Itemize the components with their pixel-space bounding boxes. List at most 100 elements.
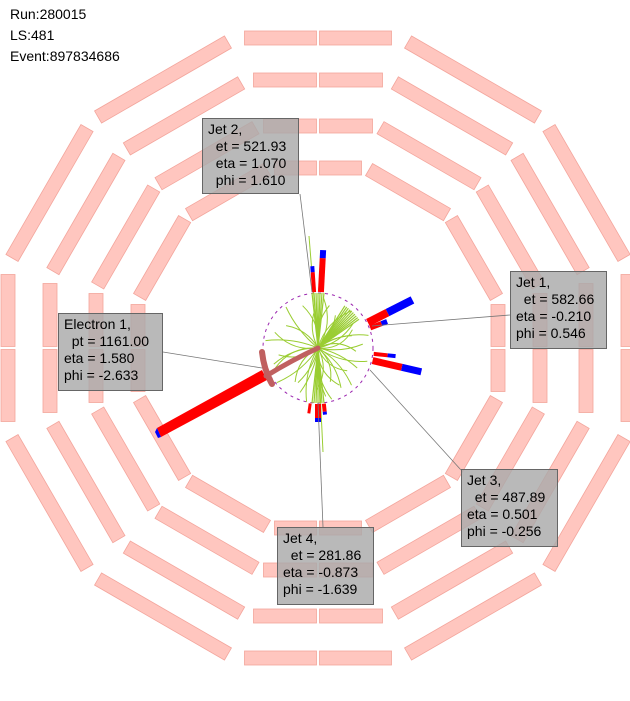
jet-3-tower bbox=[371, 357, 423, 376]
electron-1-phi: phi = -2.633 bbox=[64, 367, 139, 383]
hcal-tower bbox=[315, 418, 321, 422]
electron-deposit bbox=[157, 370, 267, 437]
track bbox=[317, 323, 354, 349]
electron-track bbox=[263, 345, 321, 379]
jet-3-tower-side bbox=[373, 351, 396, 359]
jet-4-phi: phi = -1.639 bbox=[283, 581, 358, 597]
electron-1-title: Electron 1, bbox=[64, 316, 131, 332]
jet-track bbox=[317, 305, 346, 349]
muon-chamber bbox=[444, 214, 504, 302]
muon-chamber bbox=[319, 160, 362, 176]
track bbox=[317, 343, 357, 352]
track bbox=[317, 347, 348, 372]
leader-line bbox=[317, 402, 324, 528]
track bbox=[317, 329, 353, 349]
muon-chamber bbox=[46, 420, 126, 544]
track bbox=[317, 347, 368, 362]
muon-chamber bbox=[620, 274, 630, 347]
hcal-tower bbox=[401, 363, 423, 376]
leader-line bbox=[299, 193, 313, 293]
muon-chamber bbox=[122, 540, 246, 620]
jet-1-title: Jet 1, bbox=[516, 274, 551, 290]
muon-chamber bbox=[364, 162, 452, 222]
muon-chamber bbox=[532, 349, 548, 403]
ecal-tower bbox=[371, 357, 403, 371]
muon-chamber bbox=[244, 30, 317, 46]
electron-1-label: Electron 1, pt = 1161.00 eta = 1.580 phi… bbox=[58, 313, 163, 391]
jet-4-tower-side bbox=[321, 403, 327, 415]
jet-1-eta: eta = -0.210 bbox=[516, 308, 592, 324]
jet-1-tower bbox=[366, 296, 415, 327]
track bbox=[305, 347, 319, 402]
run-number: Run:280015 bbox=[10, 6, 87, 22]
muon-chamber bbox=[319, 650, 392, 666]
ecal-tower bbox=[317, 257, 326, 293]
muon-chamber bbox=[94, 572, 232, 661]
jet-4-tower-edge bbox=[307, 403, 312, 414]
muon-chamber bbox=[319, 118, 373, 134]
ecal-tower bbox=[321, 403, 327, 412]
jet-track bbox=[317, 292, 325, 349]
electron-cluster bbox=[259, 349, 275, 387]
jet-2-et: et = 521.93 bbox=[208, 138, 287, 154]
electron-1-pt: pt = 1161.00 bbox=[64, 333, 149, 349]
muon-chamber bbox=[132, 214, 192, 302]
muon-chamber bbox=[319, 72, 383, 88]
muon-chamber bbox=[542, 124, 630, 262]
muon-chamber bbox=[122, 76, 246, 156]
jet-3-eta: eta = 0.501 bbox=[467, 506, 538, 522]
event-info: Run:280015 LS:481 Event:897834686 bbox=[10, 4, 120, 67]
hcal-tower bbox=[380, 319, 388, 326]
muon-chamber bbox=[42, 349, 58, 413]
muon-chamber bbox=[390, 540, 514, 620]
muon-chamber bbox=[490, 304, 506, 347]
muon-chamber bbox=[404, 35, 542, 124]
jet-1-label: Jet 1, et = 582.66 eta = -0.210 phi = 0.… bbox=[510, 271, 607, 349]
jet-2-tower-side bbox=[310, 266, 317, 293]
jet-2-title: Jet 2, bbox=[208, 121, 243, 137]
muon-chamber bbox=[490, 349, 506, 392]
jet-2-eta: eta = 1.070 bbox=[208, 155, 287, 171]
muon-chamber bbox=[404, 572, 542, 661]
jet-4-label: Jet 4, et = 281.86 eta = -0.873 phi = -1… bbox=[277, 527, 374, 605]
jet-4-et: et = 281.86 bbox=[283, 547, 362, 563]
hcal-tower bbox=[387, 353, 396, 359]
track bbox=[286, 325, 319, 349]
muon-chamber bbox=[376, 121, 482, 191]
muon-chamber bbox=[0, 274, 16, 347]
ecal-tower bbox=[373, 351, 388, 358]
electron-1-eta: eta = 1.580 bbox=[64, 350, 135, 366]
muon-chamber bbox=[46, 152, 126, 276]
leader-line bbox=[162, 351, 263, 369]
jet-4-title: Jet 4, bbox=[283, 530, 318, 546]
muon-chamber bbox=[444, 394, 504, 482]
charged-tracks bbox=[265, 235, 369, 453]
muon-chamber bbox=[42, 283, 58, 347]
muon-chamber bbox=[154, 505, 260, 575]
electron-hcal-deposit bbox=[155, 428, 161, 438]
muon-chamber bbox=[184, 474, 272, 534]
hcal-tower bbox=[310, 266, 315, 273]
jet-1-phi: phi = 0.546 bbox=[516, 325, 586, 341]
event-number: Event:897834686 bbox=[10, 48, 120, 64]
jet-4-eta: eta = -0.873 bbox=[283, 564, 359, 580]
muon-chamber bbox=[91, 184, 161, 290]
muon-chamber bbox=[319, 30, 392, 46]
muon-chamber bbox=[94, 35, 232, 124]
jet-2-phi: phi = 1.610 bbox=[208, 172, 286, 188]
jet-2-label: Jet 2, et = 521.93 eta = 1.070 phi = 1.6… bbox=[202, 118, 299, 194]
hcal-tower bbox=[385, 296, 415, 317]
muon-chamber bbox=[132, 394, 192, 482]
hcal-tower bbox=[322, 411, 327, 415]
muon-chamber bbox=[5, 124, 94, 262]
muon-chamber bbox=[253, 72, 317, 88]
jet-3-phi: phi = -0.256 bbox=[467, 523, 542, 539]
jet-3-et: et = 487.89 bbox=[467, 489, 546, 505]
leader-line bbox=[371, 314, 511, 327]
track bbox=[265, 339, 319, 349]
muon-chamber bbox=[0, 349, 16, 422]
muon-chamber bbox=[5, 434, 94, 572]
muon-chamber bbox=[244, 650, 317, 666]
ecal-tower bbox=[307, 403, 312, 414]
label-leader-lines bbox=[162, 193, 511, 528]
